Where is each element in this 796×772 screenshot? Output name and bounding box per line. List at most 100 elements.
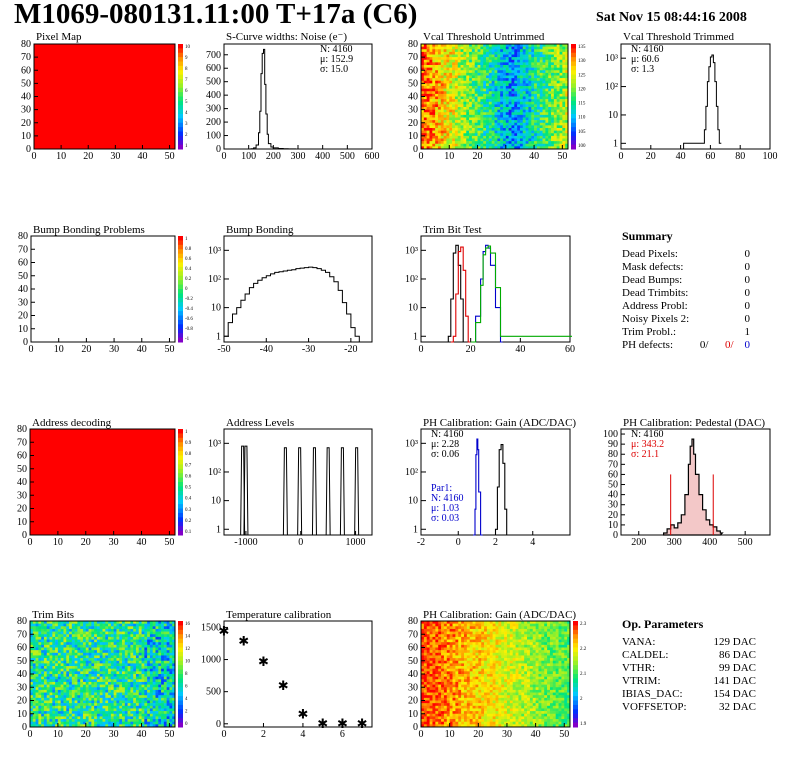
heatmap-cell [556,80,560,84]
chart-scurve: S-Curve widths: Noise (e⁻)0 100 200 300 400 5… [206,31,380,162]
heatmap-cell [483,59,487,63]
heatmap-cell [435,138,439,142]
heatmap-cell [483,133,487,137]
heatmap-cell [514,67,518,71]
heatmap-cell [559,135,563,139]
heatmap-cell [449,109,453,113]
heatmap-cell [519,67,524,71]
heatmap-cell [494,88,498,92]
heatmap-cell [440,86,444,89]
heatmap-cell [525,114,529,118]
heatmap-cell [152,713,156,717]
heatmap-cell [69,681,73,685]
heatmap-cell [127,695,131,699]
heatmap-cell [74,679,78,683]
heatmap-cell [158,713,162,717]
heatmap-cell [454,130,459,134]
heatmap-cell [55,666,59,669]
heatmap-cell [505,70,509,74]
heatmap-cell [463,628,468,632]
heatmap-cell [108,719,112,722]
heatmap-cell [421,51,425,55]
heatmap-cell [63,628,67,632]
heatmap-cell [460,49,464,53]
heatmap-cell [55,681,59,685]
heatmap-cell [432,138,436,142]
heatmap-cell [38,623,42,627]
heatmap-cell [41,621,45,624]
heatmap-cell [506,621,511,624]
heatmap-cell [158,681,162,685]
heatmap-cell [113,621,117,624]
chart-title: PH Calibration: Pedestal (DAC) [623,417,765,429]
heatmap-cell [66,721,70,725]
heatmap-cell [166,658,170,662]
heatmap-cell [172,628,176,632]
heatmap-cell [463,75,467,79]
stats-line: σ: 1.3 [631,64,654,75]
heatmap-cell [38,716,42,720]
heatmap-cell [172,658,176,662]
heatmap-cell [488,133,492,137]
heatmap-cell [155,663,159,667]
heatmap-cell [96,634,101,638]
heatmap-cell [421,133,425,137]
heatmap-cell [138,692,142,696]
heatmap-cell [57,679,61,683]
heatmap-cell [519,72,524,76]
heatmap-cell [534,80,538,84]
heatmap-cell [38,658,42,662]
heatmap-cell [133,621,137,624]
heatmap-cell [553,141,557,145]
heatmap-cell [517,135,521,139]
heatmap-cell [443,120,447,124]
heatmap-cell [446,65,450,68]
heatmap-cell [149,652,153,656]
heatmap-cell [517,138,521,142]
heatmap-cell [124,671,128,675]
heatmap-cell [562,125,566,129]
heatmap-cell [155,679,159,683]
heatmap-cell [57,716,61,720]
heatmap-cell [539,46,543,50]
heatmap-cell [480,91,484,95]
heatmap-cell [30,631,34,635]
heatmap-cell [506,631,511,635]
heatmap-cell [508,130,512,134]
heatmap-cell [49,719,53,722]
heatmap-cell [149,681,153,685]
colorbar-swatch [178,704,183,710]
heatmap-cell [494,93,498,97]
heatmap-cell [32,705,36,709]
heatmap-cell [551,54,555,58]
heatmap-cell [138,631,142,635]
heatmap-cell [138,674,142,677]
heatmap-cell [437,51,442,55]
heatmap-cell [553,114,557,118]
heatmap-cell [74,658,78,662]
heatmap-cell [531,107,535,110]
heatmap-cell [94,671,98,675]
heatmap-cell [435,93,439,97]
heatmap-cell [66,697,70,701]
y-tick-label: 10 [608,520,618,531]
heatmap-cell [124,705,128,709]
heatmap-cell [500,135,504,139]
heatmap-cell [122,703,126,707]
heatmap-cell [163,724,167,728]
heatmap-cell [113,708,117,712]
heatmap-cell [514,122,518,126]
heatmap-cell [30,697,34,701]
heatmap-cell [169,666,173,669]
heatmap-cell [463,57,467,61]
heatmap-cell [77,621,81,624]
heatmap-cell [545,44,549,47]
heatmap-cell [69,711,73,715]
colorbar-swatch [178,517,183,523]
heatmap-cell [74,639,78,643]
heatmap-cell [542,122,546,126]
heatmap-cell [469,143,473,147]
heatmap-cell [421,125,425,129]
heatmap-cell [152,679,156,683]
